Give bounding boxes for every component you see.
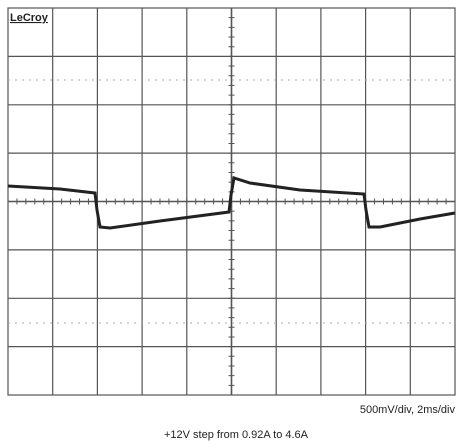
- brand-label: LeCroy: [10, 12, 49, 24]
- caption: +12V step from 0.92A to 4.6A: [164, 429, 309, 441]
- trace: [7, 176, 456, 230]
- scale-label: 500mV/div, 2ms/div: [360, 404, 456, 416]
- dotted-lines: [8, 79, 455, 324]
